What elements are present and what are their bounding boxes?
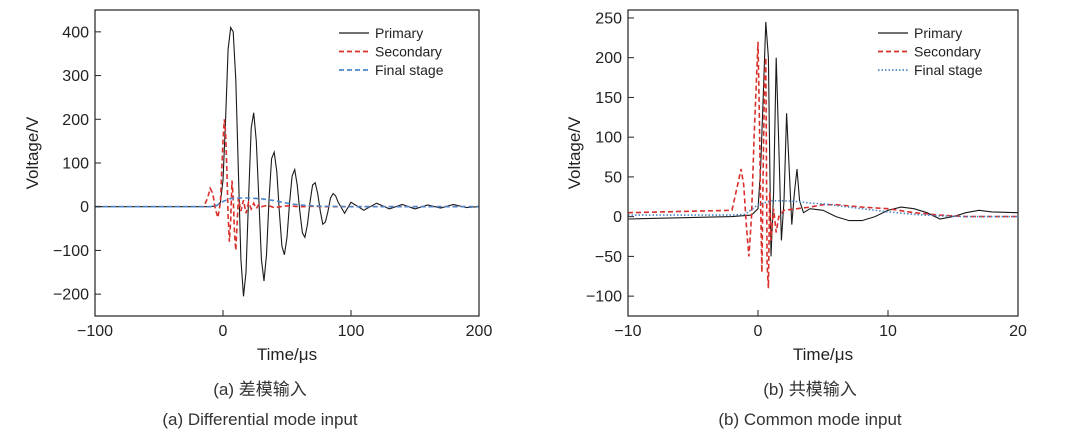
y-tick-label: −50 — [595, 249, 622, 266]
x-tick-label: 100 — [338, 323, 365, 340]
chart-0: −100 0 100 200 −200 −100 0 100 200 300 400 Time/μs V… — [23, 9, 493, 364]
x-tick-label: 10 — [879, 323, 897, 340]
y-tick-label: −200 — [53, 287, 89, 304]
y-tick-label: 150 — [595, 90, 622, 107]
y-tick-label: 100 — [62, 156, 89, 173]
y-tick-label: 50 — [604, 169, 622, 186]
y-tick-label: −100 — [53, 243, 89, 260]
y-tick-label: 100 — [595, 130, 622, 147]
series-line-final-stage — [628, 200, 1018, 218]
y-tick-label: 0 — [613, 209, 622, 226]
caption-b-english: (b) Common mode input — [718, 410, 902, 429]
y-tick-label: 300 — [62, 68, 89, 85]
caption-b-chinese: (b) 共模输入 — [763, 380, 857, 399]
x-tick-label: 0 — [219, 323, 228, 340]
x-tick-label: −10 — [614, 323, 641, 340]
legend-label: Final stage — [375, 62, 444, 78]
legend-label: Final stage — [914, 62, 983, 78]
y-axis-label: Voltage/V — [23, 116, 42, 189]
legend-label: Primary — [375, 25, 423, 41]
y-tick-label: 0 — [80, 199, 89, 216]
series-line-secondary — [628, 41, 1018, 289]
caption-a-english: (a) Differential mode input — [162, 410, 358, 429]
series-line-secondary — [95, 119, 479, 251]
y-tick-label: 250 — [595, 10, 622, 27]
x-tick-label: 0 — [754, 323, 763, 340]
y-tick-label: 200 — [62, 112, 89, 129]
legend-label: Primary — [914, 25, 962, 41]
x-tick-label: 200 — [466, 323, 493, 340]
series-line-primary — [95, 25, 479, 297]
series-line-primary — [628, 21, 1018, 257]
plot-frame — [627, 9, 1019, 317]
y-tick-label: 200 — [595, 50, 622, 67]
chart-1: −10 0 10 20−100−50050100150200250Time/μsVol… — [565, 9, 1027, 364]
y-axis-label: Voltage/V — [565, 116, 584, 189]
y-tick-label: 400 — [62, 24, 89, 41]
legend-label: Secondary — [375, 44, 442, 60]
x-tick-label: 20 — [1009, 323, 1027, 340]
x-axis-label: Time/μs — [793, 345, 853, 364]
x-axis-label: Time/μs — [257, 345, 317, 364]
legend-label: Secondary — [914, 44, 981, 60]
y-tick-label: −100 — [586, 289, 622, 306]
caption-a-chinese: (a) 差模输入 — [213, 380, 307, 399]
x-tick-label: −100 — [77, 323, 113, 340]
